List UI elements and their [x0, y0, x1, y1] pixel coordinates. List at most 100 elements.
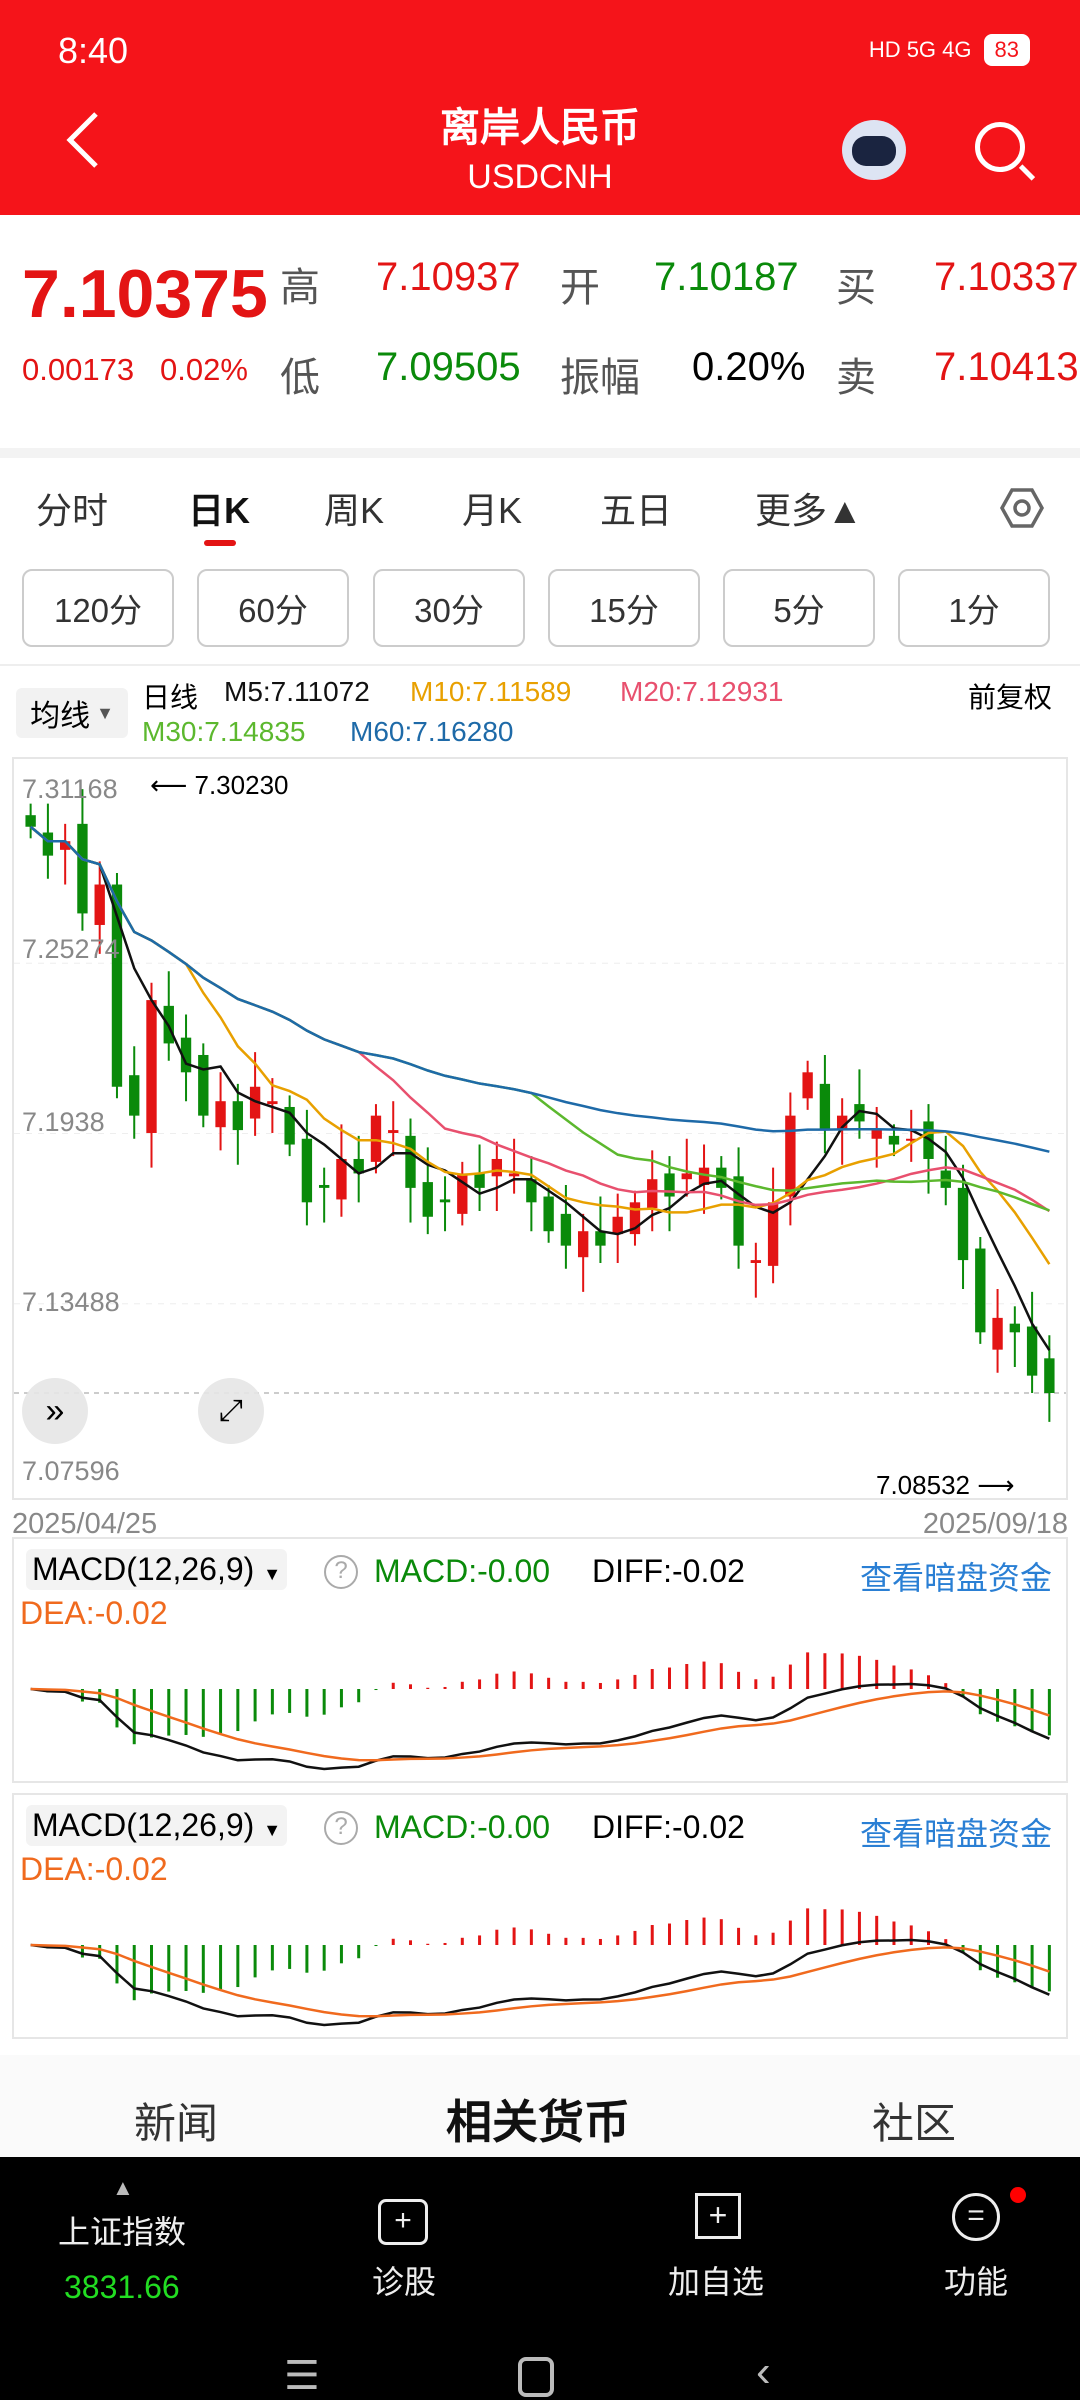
- page-title: 离岸人民币: [440, 106, 640, 150]
- bottom-tabs: [0, 2055, 1080, 2157]
- arrow-right-icon: ⟶: [969, 1470, 1015, 1500]
- nav-back-icon[interactable]: ‹: [756, 2347, 771, 2396]
- ma60-value: M60:7.16280: [350, 716, 514, 747]
- macd-selector[interactable]: MACD(12,26,9) ▼: [26, 1805, 288, 1846]
- help-icon[interactable]: ?: [324, 1811, 358, 1845]
- robot-assistant-icon[interactable]: [842, 120, 906, 180]
- dark-pool-link[interactable]: 查看暗盘资金: [859, 1816, 1052, 1852]
- candle-body: [491, 1158, 503, 1177]
- add-watchlist-label[interactable]: 加自选: [668, 2264, 765, 2300]
- candle-body: [595, 1231, 606, 1246]
- candle-body: [992, 1317, 1003, 1350]
- macd-value: MACD:-0.00: [374, 1809, 551, 1845]
- change-pct: 0.02%: [160, 352, 248, 387]
- period-5min[interactable]: 5分: [723, 569, 875, 647]
- candle-body: [422, 1182, 433, 1217]
- dark-pool-link[interactable]: 查看暗盘资金: [859, 1560, 1052, 1596]
- candle-body: [560, 1213, 572, 1246]
- network-icon: HD 5G 4G: [868, 37, 972, 62]
- candle-body: [785, 1115, 796, 1197]
- sell-value: 7.10413: [934, 345, 1079, 389]
- min-price-label: 7.08532: [876, 1470, 970, 1500]
- candle-body: [180, 1037, 192, 1073]
- divider: [0, 448, 1080, 458]
- tab-community[interactable]: 社区: [872, 2100, 957, 2147]
- tab-related-currencies[interactable]: 相关货币: [446, 2096, 630, 2148]
- candlestick-chart[interactable]: [12, 757, 1068, 1500]
- macd-name: MACD(12,26,9): [32, 1807, 255, 1843]
- function-label[interactable]: 功能: [944, 2264, 1009, 2300]
- period-15min[interactable]: 15分: [548, 569, 700, 647]
- low-value: 7.09505: [376, 345, 521, 389]
- macd-selector[interactable]: MACD(12,26,9) ▼: [26, 1549, 288, 1590]
- candle-body: [957, 1187, 969, 1261]
- index-name[interactable]: 上证指数: [58, 2214, 187, 2250]
- period-1min[interactable]: 1分: [898, 569, 1050, 647]
- candle-body: [301, 1138, 313, 1203]
- search-icon[interactable]: [975, 122, 1025, 172]
- m60-line: [29, 825, 1050, 1153]
- battery-icon: 83: [983, 34, 1030, 66]
- candle-body: [664, 1173, 675, 1197]
- tab-daily-k[interactable]: 日K: [188, 490, 250, 531]
- candle-body: [474, 1173, 485, 1188]
- macd-value: MACD:-0.00: [374, 1553, 551, 1589]
- max-price-label: 7.30230: [194, 770, 289, 800]
- home-icon[interactable]: [518, 2357, 554, 2397]
- start-date: 2025/04/25: [12, 1508, 158, 1540]
- expand-sidebar-icon[interactable]: »: [22, 1378, 88, 1444]
- diagnose-icon[interactable]: +: [378, 2199, 428, 2245]
- macd-chart[interactable]: [14, 1795, 1066, 2037]
- fullscreen-icon[interactable]: ⤢: [198, 1378, 264, 1444]
- menu-icon[interactable]: =: [952, 2193, 1000, 2241]
- candle-body: [405, 1135, 416, 1188]
- macd-panel: MACD(12,26,9) ▼ ? MACD:-0.00 DIFF:-0.02 …: [12, 1537, 1068, 1783]
- candle-body: [612, 1216, 623, 1235]
- candle-body: [267, 1101, 278, 1105]
- diff-line: [30, 1938, 1050, 2027]
- back-icon[interactable]: [62, 110, 102, 170]
- tab-more[interactable]: 更多▲: [755, 490, 863, 531]
- candle-body: [508, 1173, 520, 1177]
- candle-body: [871, 1130, 882, 1139]
- candle-body: [25, 815, 36, 827]
- header: 8:40 HD 5G 4G 83 离岸人民币 USDCNH: [0, 0, 1080, 215]
- help-icon[interactable]: ?: [324, 1555, 358, 1589]
- open-label: 开: [560, 266, 600, 310]
- y-tick: 7.31168: [22, 774, 118, 804]
- candle-body: [888, 1135, 900, 1145]
- sell-label: 卖: [836, 356, 876, 400]
- settings-hexagon-icon[interactable]: [998, 484, 1046, 532]
- amplitude-label: 振幅: [560, 356, 640, 400]
- dropdown-icon: ▼: [96, 702, 114, 723]
- tab-indicator: [204, 540, 236, 546]
- candle-body: [215, 1101, 226, 1128]
- candle-body: [249, 1086, 261, 1119]
- high-label: 高: [280, 266, 320, 310]
- adjust-mode[interactable]: 前复权: [968, 682, 1053, 713]
- dropdown-icon: ▼: [263, 1820, 282, 1840]
- period-30min[interactable]: 30分: [373, 569, 525, 647]
- m10-line: [29, 825, 1051, 1265]
- period-120min[interactable]: 120分: [22, 569, 174, 647]
- buy-value: 7.10337: [934, 255, 1079, 299]
- period-60min[interactable]: 60分: [197, 569, 349, 647]
- recents-icon[interactable]: ☰: [284, 2354, 320, 2398]
- tab-intraday[interactable]: 分时: [36, 490, 109, 531]
- ma-selector[interactable]: 均线 ▼: [16, 688, 128, 738]
- tab-news[interactable]: 新闻: [134, 2100, 219, 2147]
- ma20-value: M20:7.12931: [620, 676, 784, 707]
- tab-five-day[interactable]: 五日: [600, 490, 673, 531]
- diff-value: DIFF:-0.02: [592, 1809, 745, 1845]
- macd-chart[interactable]: [14, 1539, 1066, 1781]
- candle-body: [59, 841, 71, 850]
- candle-body: [1009, 1323, 1021, 1333]
- candle-body: [698, 1167, 710, 1185]
- tab-weekly-k[interactable]: 周K: [324, 490, 385, 531]
- candle-body: [198, 1054, 209, 1116]
- diagnose-label[interactable]: 诊股: [372, 2264, 437, 2300]
- tab-monthly-k[interactable]: 月K: [462, 490, 523, 531]
- add-watchlist-icon[interactable]: +: [695, 2193, 741, 2239]
- open-value: 7.10187: [654, 255, 799, 299]
- candle-body: [854, 1104, 865, 1122]
